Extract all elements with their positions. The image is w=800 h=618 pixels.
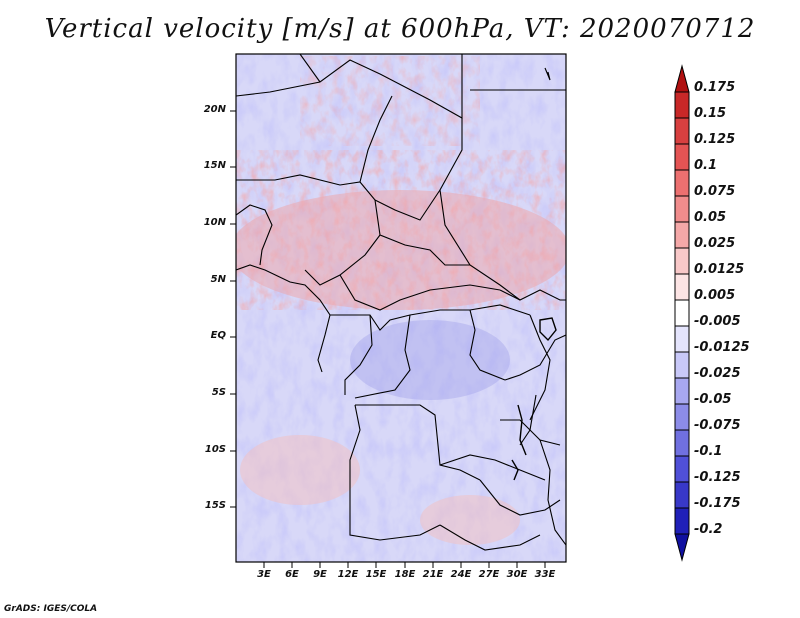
colorbar-bottom-arrow <box>674 533 690 562</box>
colorbar-segment <box>674 403 690 431</box>
colorbar <box>674 64 690 562</box>
country-borders <box>236 54 566 551</box>
map-frame <box>235 53 567 563</box>
lon-label-33e: 33E <box>534 569 556 580</box>
colorbar-top-arrow <box>674 64 690 93</box>
colorbar-label: 0.025 <box>694 236 736 251</box>
velocity-field <box>236 54 566 562</box>
colorbar-segment <box>674 351 690 379</box>
colorbar-segment <box>674 247 690 275</box>
grads-credit: GrADS: IGES/COLA <box>4 604 98 614</box>
lon-ticks <box>263 562 546 568</box>
colorbar-label: 0.175 <box>694 80 736 95</box>
colorbar-label: -0.05 <box>694 392 732 407</box>
colorbar-label: -0.2 <box>694 522 723 537</box>
lon-label-9e: 9E <box>313 569 327 580</box>
colorbar-label: -0.125 <box>694 470 741 485</box>
lat-label-10s: 10S <box>204 444 226 455</box>
colorbar-label: -0.005 <box>694 314 741 329</box>
colorbar-segment <box>674 299 690 327</box>
lon-label-3e: 3E <box>257 569 271 580</box>
colorbar-segment <box>674 169 690 197</box>
lon-label-30e: 30E <box>506 569 528 580</box>
colorbar-label: 0.005 <box>694 288 736 303</box>
colorbar-segment <box>674 481 690 509</box>
colorbar-segment <box>674 507 690 535</box>
lat-label-eq: EQ <box>210 330 226 341</box>
colorbar-label: -0.0125 <box>694 340 750 355</box>
lat-label-10n: 10N <box>203 217 226 228</box>
lon-label-27e: 27E <box>478 569 500 580</box>
colorbar-segment <box>674 273 690 301</box>
lakes <box>511 317 557 481</box>
colorbar-label: -0.075 <box>694 418 741 433</box>
colorbar-label: -0.1 <box>694 444 723 459</box>
colorbar-label: 0.05 <box>694 210 727 225</box>
lon-label-18e: 18E <box>394 569 416 580</box>
lon-label-24e: 24E <box>450 569 472 580</box>
lon-label-21e: 21E <box>422 569 444 580</box>
colorbar-segment <box>674 195 690 223</box>
lat-label-15n: 15N <box>203 160 226 171</box>
colorbar-label: -0.025 <box>694 366 741 381</box>
lat-ticks <box>230 110 236 508</box>
colorbar-segment <box>674 221 690 249</box>
lat-label-15s: 15S <box>204 500 226 511</box>
colorbar-segment <box>674 455 690 483</box>
colorbar-label: 0.075 <box>694 184 736 199</box>
colorbar-label: 0.15 <box>694 106 727 121</box>
colorbar-label: 0.125 <box>694 132 736 147</box>
colorbar-segment <box>674 325 690 353</box>
lat-label-5s: 5S <box>211 387 226 398</box>
lat-label-20n: 20N <box>203 104 226 115</box>
colorbar-segment <box>674 429 690 457</box>
colorbar-segment <box>674 91 690 119</box>
colorbar-segment <box>674 143 690 171</box>
lat-label-5n: 5N <box>210 274 226 285</box>
colorbar-label: 0.1 <box>694 158 718 173</box>
lon-label-12e: 12E <box>337 569 359 580</box>
colorbar-label: 0.0125 <box>694 262 745 277</box>
colorbar-label: -0.175 <box>694 496 741 511</box>
colorbar-segment <box>674 377 690 405</box>
chart-title: Vertical velocity [m/s] at 600hPa, VT: 2… <box>44 14 756 44</box>
colorbar-segment <box>674 117 690 145</box>
lon-label-6e: 6E <box>285 569 299 580</box>
lon-label-15e: 15E <box>365 569 387 580</box>
